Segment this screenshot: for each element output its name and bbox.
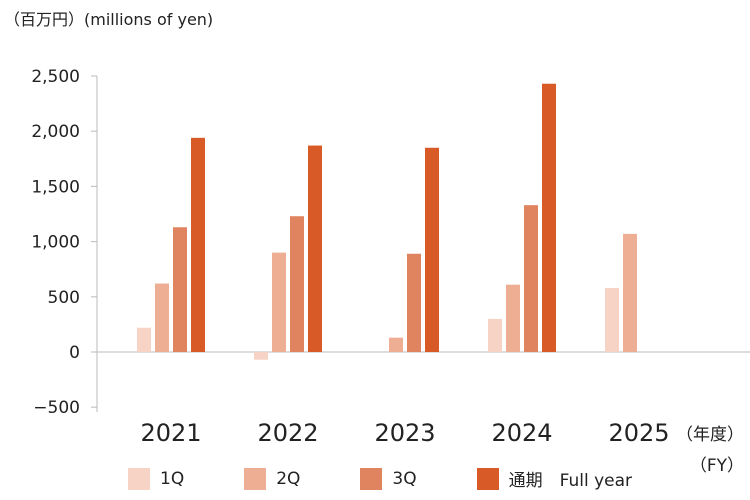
- bar-2021-4: [191, 137, 205, 352]
- legend-label: 3Q: [392, 468, 417, 489]
- legend-swatch: [360, 467, 383, 490]
- bar-2021-1: [137, 327, 151, 352]
- legend-label: 2Q: [276, 468, 301, 489]
- y-tick-label: 500: [48, 288, 80, 308]
- legend-item: 2Q: [244, 467, 301, 490]
- x-category-label: 2024: [491, 419, 552, 447]
- bar-2022-4: [308, 145, 322, 352]
- fy-unit-label-en: （FY）: [689, 456, 744, 476]
- bar-2021-2: [155, 283, 169, 352]
- bar-2024-1: [488, 318, 502, 352]
- y-tick-label: 0: [69, 343, 80, 363]
- bar-2024-4: [542, 83, 556, 352]
- legend-label: 通期 Full year: [508, 471, 633, 491]
- legend-swatch: [476, 467, 499, 490]
- y-tick-label: 1,000: [31, 233, 80, 253]
- legend: 1Q 2Q 3Q 通期 Full year: [128, 466, 654, 491]
- x-category-label: 2022: [257, 419, 318, 447]
- y-tick-label: 2,500: [31, 67, 80, 87]
- legend-swatch: [244, 467, 267, 490]
- bar-2025-2: [623, 233, 637, 352]
- y-tick-label: 2,000: [31, 122, 80, 142]
- fy-unit-label: （年度） （FY）: [676, 420, 744, 476]
- bar-2024-3: [524, 205, 538, 352]
- x-category-label: 2023: [374, 419, 435, 447]
- legend-swatch: [128, 467, 150, 490]
- bar-2023-3: [407, 253, 421, 352]
- bar-2022-3: [290, 216, 304, 352]
- fy-unit-label-jp: （年度）: [676, 425, 744, 445]
- legend-item: 1Q: [128, 467, 185, 490]
- y-tick-label: −500: [33, 398, 80, 418]
- bar-2024-2: [506, 284, 520, 352]
- bar-2022-2: [272, 252, 286, 352]
- bar-2023-4: [425, 147, 439, 352]
- bar-2023-2: [389, 337, 403, 352]
- x-category-label: 2025: [608, 419, 669, 447]
- legend-label: 1Q: [160, 468, 185, 489]
- bar-2022-1: [254, 352, 268, 360]
- legend-item: 3Q: [360, 467, 417, 490]
- y-tick-label: 1,500: [31, 177, 80, 197]
- unit-label: （百万円）(millions of yen): [4, 10, 214, 29]
- legend-item: 通期 Full year: [476, 466, 633, 491]
- bar-2025-1: [605, 287, 619, 352]
- x-category-label: 2021: [140, 419, 201, 447]
- bar-2021-3: [173, 227, 187, 352]
